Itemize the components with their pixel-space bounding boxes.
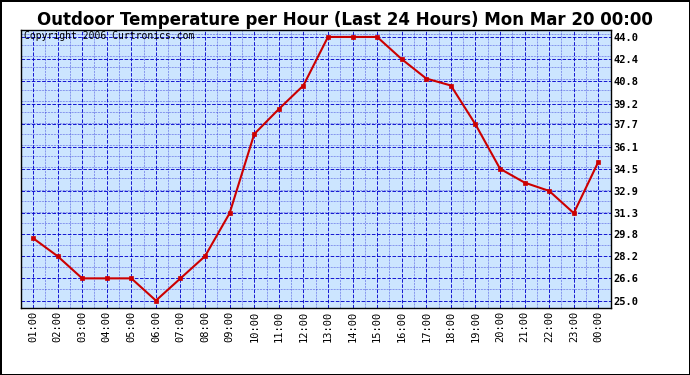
Text: Copyright 2006 Curtronics.com: Copyright 2006 Curtronics.com	[23, 32, 194, 41]
Text: Outdoor Temperature per Hour (Last 24 Hours) Mon Mar 20 00:00: Outdoor Temperature per Hour (Last 24 Ho…	[37, 11, 653, 29]
